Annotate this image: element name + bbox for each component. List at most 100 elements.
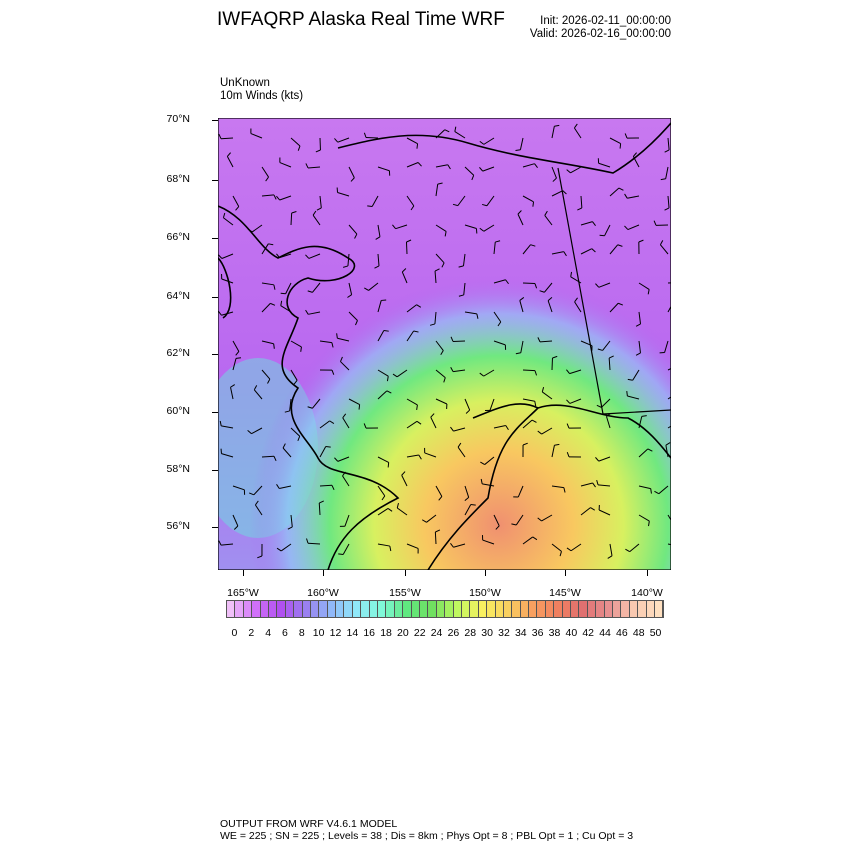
wind-barb xyxy=(551,166,557,179)
wind-barb xyxy=(569,398,582,404)
time-info: Init: 2026-02-11_00:00:00 Valid: 2026-02… xyxy=(530,15,671,41)
wind-barb-flag xyxy=(618,302,624,306)
wind-barb-flag xyxy=(544,210,548,216)
wind-barb xyxy=(223,217,234,226)
wind-barb-flag xyxy=(306,538,309,544)
wind-barb xyxy=(435,224,447,232)
wind-barb xyxy=(319,484,333,487)
wind-barb-flag xyxy=(300,346,302,352)
colorbar-label: 50 xyxy=(649,627,662,639)
wind-barb-flag xyxy=(429,323,436,326)
wind-barb-flag xyxy=(450,336,454,342)
colorbar-box xyxy=(487,601,496,617)
wind-barb xyxy=(232,358,237,371)
colorbar-box xyxy=(294,601,303,617)
wind-barb-flag xyxy=(389,545,392,552)
lat-label: 66°N xyxy=(166,231,190,243)
wind-barb xyxy=(282,447,292,458)
wind-barb-flag xyxy=(597,348,603,351)
lon-label: 155°W xyxy=(389,587,421,599)
wind-barb xyxy=(632,156,640,168)
wind-barb-flag xyxy=(452,203,458,207)
colorbar-label: 24 xyxy=(430,627,443,639)
wind-barb-flag xyxy=(566,423,570,429)
wind-barb-flag xyxy=(519,297,525,301)
colorbar-box xyxy=(512,601,521,617)
wind-barb xyxy=(395,224,408,230)
wind-barb-flag xyxy=(505,279,509,285)
wind-barb-flag xyxy=(218,310,222,316)
wind-barb-flag xyxy=(416,420,422,425)
wind-barb xyxy=(638,514,650,522)
colorbar-box xyxy=(503,601,513,617)
wind-barb xyxy=(396,369,408,378)
wind-barb xyxy=(377,456,389,463)
wind-barb-flag xyxy=(515,149,521,151)
valid-time: Valid: 2026-02-16_00:00:00 xyxy=(529,28,671,40)
wind-barb xyxy=(522,195,534,203)
wind-barb xyxy=(377,224,381,237)
colorbar-box xyxy=(310,601,320,617)
wind-barb xyxy=(483,369,495,377)
wind-barb xyxy=(541,514,553,522)
wind-barb-flag xyxy=(596,479,599,486)
wind-barb xyxy=(290,340,302,348)
colorbar-box xyxy=(629,601,639,617)
wind-barb-flag xyxy=(632,152,637,157)
wind-barb xyxy=(377,390,388,400)
wind-barb xyxy=(251,224,263,233)
wind-barb xyxy=(464,485,470,498)
wind-barb-flag xyxy=(331,485,335,491)
wind-barb-flag xyxy=(276,195,281,201)
wind-barb-flag xyxy=(276,253,280,258)
wind-barb xyxy=(347,253,350,266)
wind-barb-flag xyxy=(363,423,367,429)
wind-barb-flag xyxy=(364,287,369,291)
wind-barb xyxy=(232,195,240,207)
wind-barb xyxy=(377,508,389,516)
lat-tick xyxy=(212,238,218,239)
wind-barb-flag xyxy=(343,265,349,268)
wind-barb-flag xyxy=(624,225,629,230)
wind-barb-flag xyxy=(401,268,407,273)
wind-barb xyxy=(580,482,593,487)
wind-barb-flag xyxy=(273,284,276,290)
wind-barb-flag xyxy=(515,352,521,355)
wind-barb xyxy=(574,301,582,313)
wind-barbs xyxy=(218,123,671,559)
wind-barb xyxy=(522,398,535,402)
wind-barb-flag xyxy=(265,176,269,182)
colorbar-box xyxy=(319,601,328,617)
init-time: Init: 2026-02-11_00:00:00 xyxy=(540,15,671,27)
wind-barb xyxy=(253,485,263,496)
field-name: 10m Winds (kts) xyxy=(220,90,304,102)
colorbar-box xyxy=(562,601,572,617)
wind-barb-flag xyxy=(401,471,406,476)
colorbar-box xyxy=(587,601,597,617)
colorbar-box xyxy=(554,601,563,617)
wind-barb-flag xyxy=(458,265,464,268)
wind-barb xyxy=(609,244,619,255)
wind-barb xyxy=(406,137,418,145)
colorbar-box xyxy=(461,601,471,617)
wind-barb xyxy=(638,340,641,353)
colorbar-label: 46 xyxy=(616,627,628,639)
wind-barb-flag xyxy=(552,177,557,182)
wind-barb-flag xyxy=(297,145,301,151)
wind-barb-flag xyxy=(552,355,558,359)
wind-barb-flag xyxy=(624,133,628,139)
wind-barb xyxy=(539,340,553,343)
wind-barb xyxy=(658,485,669,495)
lat-tick xyxy=(212,470,218,471)
wind-barb xyxy=(483,224,495,232)
wind-barb-flag xyxy=(392,224,396,229)
wind-barb xyxy=(251,427,263,435)
wind-barb xyxy=(580,195,583,209)
wind-barb xyxy=(570,543,582,552)
wind-barb xyxy=(261,303,271,313)
lon-label: 160°W xyxy=(307,587,339,599)
wind-barb-flag xyxy=(539,290,545,293)
wind-barb xyxy=(667,514,671,521)
lon-tick xyxy=(323,570,324,576)
wind-barb-flag xyxy=(497,321,502,327)
